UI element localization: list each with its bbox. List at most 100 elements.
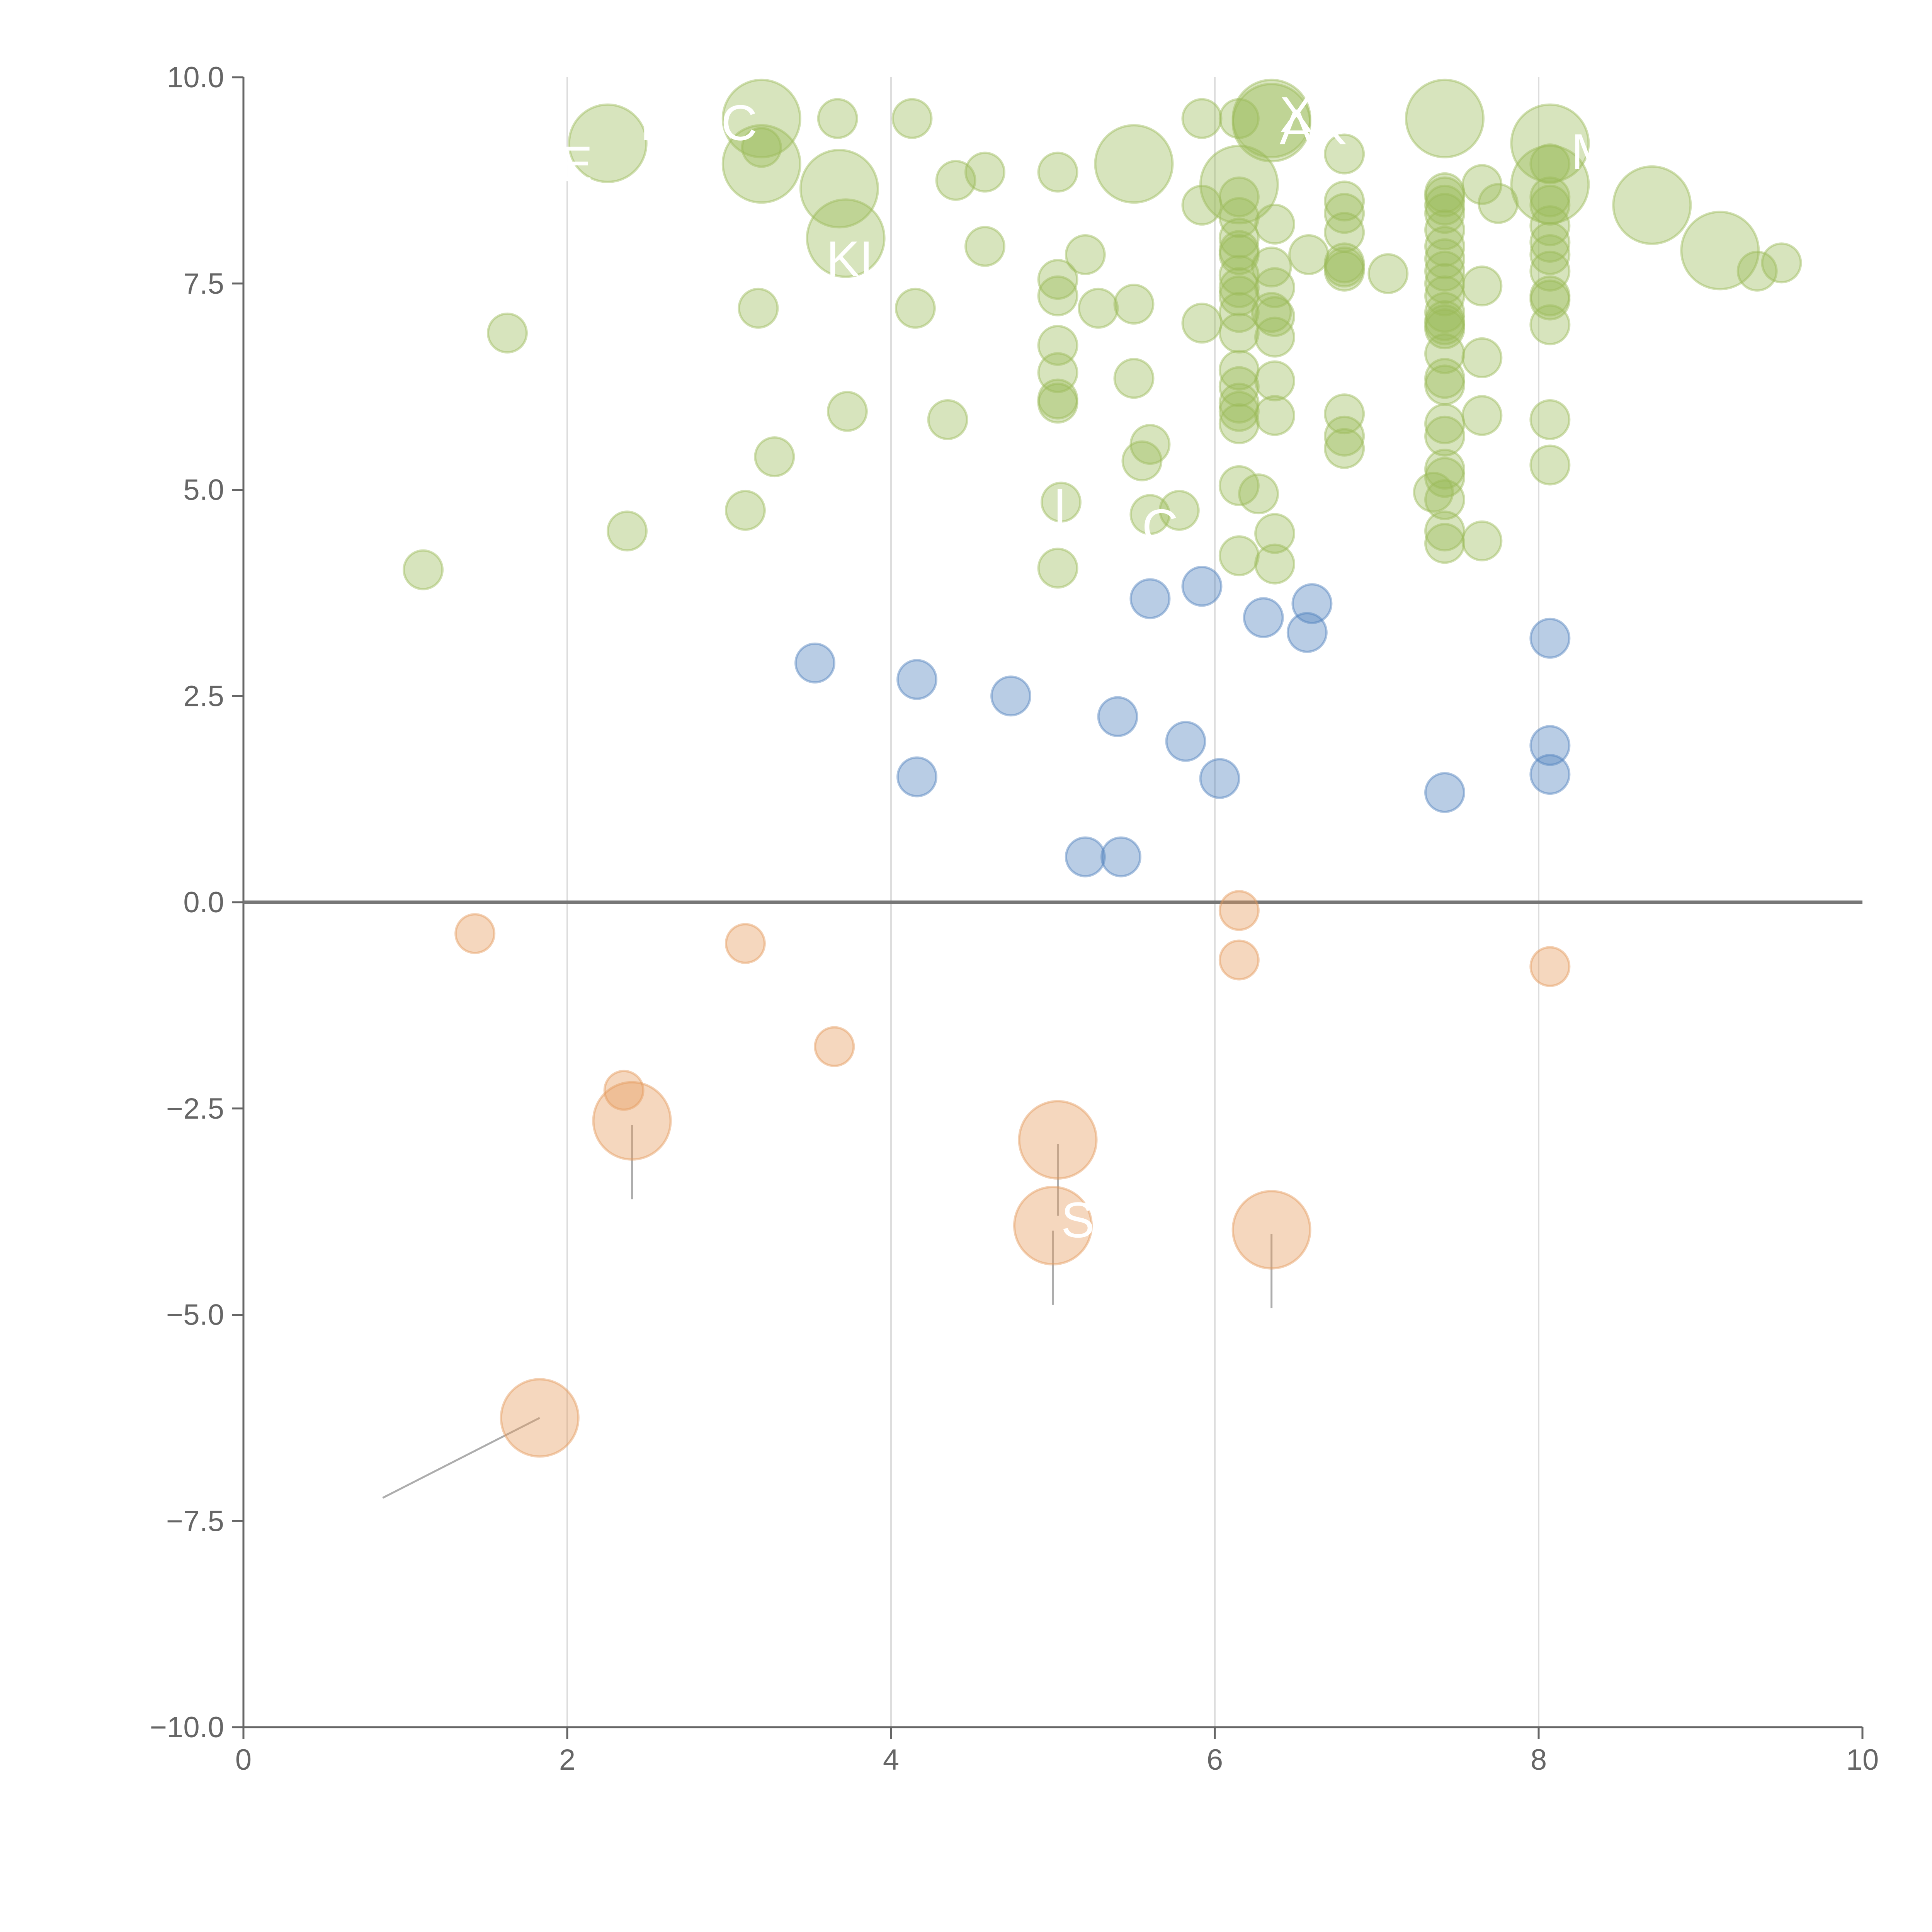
y-tick-label: −7.5 <box>166 1505 224 1537</box>
green-bubble <box>1324 242 1365 284</box>
green-bubble <box>1231 83 1311 163</box>
green-bubble <box>1324 193 1365 234</box>
bubble-label: C <box>1142 499 1178 555</box>
green-bubble <box>1424 449 1465 490</box>
green-bubble <box>1424 238 1465 279</box>
green-bubble <box>1461 164 1503 205</box>
green-bubble <box>1040 481 1082 523</box>
green-bubble <box>1461 337 1503 378</box>
blue-bubble <box>1129 578 1171 619</box>
green-bubble <box>1037 352 1078 393</box>
green-bubble <box>1218 312 1260 354</box>
green-bubble <box>1424 300 1465 341</box>
axes <box>242 77 1862 1728</box>
green-bubble <box>1761 242 1802 284</box>
green-bubble <box>1510 145 1590 224</box>
green-bubble <box>1529 234 1571 276</box>
green-bubble <box>1424 479 1465 520</box>
leader-line <box>1109 146 1134 165</box>
green-bubble <box>1037 325 1078 366</box>
green-bubble <box>1231 78 1311 158</box>
green-bubble <box>1254 395 1296 436</box>
x-tick-label: 10 <box>1846 1743 1879 1776</box>
green-bubble <box>754 436 795 478</box>
green-bubble <box>1612 165 1692 245</box>
green-bubble <box>1424 292 1465 333</box>
bubble-label: S <box>1061 1192 1095 1248</box>
blue-bubble <box>1165 721 1206 762</box>
green-bubble <box>1680 211 1760 291</box>
green-bubble <box>568 103 648 183</box>
leader-line <box>835 188 840 218</box>
green-bubble <box>1324 212 1365 253</box>
green-bubble <box>1181 303 1223 344</box>
green-bubble <box>1424 209 1465 250</box>
green-bubble <box>1324 247 1365 288</box>
y-tick-label: −10.0 <box>150 1711 224 1744</box>
green-bubble <box>1424 193 1465 234</box>
x-tick-label: 0 <box>235 1743 252 1776</box>
green-bubble <box>1461 265 1503 307</box>
green-bubble <box>1424 263 1465 304</box>
green-bubble <box>1037 383 1078 424</box>
green-bubble <box>1424 358 1465 399</box>
bubble-label: M <box>1571 123 1613 180</box>
green-bubble <box>827 391 868 432</box>
green-bubble <box>1424 184 1465 226</box>
blue-bubble <box>1097 696 1138 737</box>
green-bubble <box>1037 378 1078 420</box>
green-bubble <box>1129 424 1171 465</box>
green-bubble <box>1254 360 1296 401</box>
green-bubble <box>1129 494 1171 535</box>
green-bubble <box>1324 250 1365 292</box>
green-bubble <box>1218 292 1260 333</box>
green-bubble <box>1529 176 1571 218</box>
blue-bubble <box>1291 583 1333 624</box>
green-bubble <box>1218 197 1260 238</box>
x-tick-label: 8 <box>1531 1743 1547 1776</box>
green-bubble <box>1251 247 1292 288</box>
bubble-label: AK <box>1280 99 1347 155</box>
bubble-label: C <box>721 94 757 151</box>
green-bubble <box>1113 358 1155 399</box>
green-bubble <box>1254 267 1296 308</box>
orange-bubble <box>1013 1185 1093 1265</box>
blue-bubble <box>1181 566 1223 607</box>
blue-bubble <box>896 756 938 798</box>
blue-bubble <box>1286 612 1328 653</box>
green-bubble <box>721 78 801 158</box>
orange-bubble <box>603 1070 645 1111</box>
green-bubble <box>895 287 936 329</box>
green-bubble <box>799 149 879 229</box>
x-axis-ticks: 0 2 4 6 8 10 <box>235 1727 1879 1776</box>
green-bubble <box>1065 234 1106 276</box>
green-bubble <box>1037 548 1078 589</box>
leader-line <box>1230 184 1240 202</box>
green-bubble <box>1218 176 1260 218</box>
green-bubble <box>1424 176 1465 218</box>
orange-bubble <box>1018 1100 1098 1180</box>
green-bubble <box>1218 267 1260 308</box>
y-tick-label: 7.5 <box>183 267 224 300</box>
green-bubble <box>1424 510 1465 552</box>
green-bubble <box>806 198 886 278</box>
green-bubble <box>1461 520 1503 561</box>
blue-bubble <box>1529 754 1571 795</box>
blue-bubble <box>1529 617 1571 659</box>
green-bubble <box>1405 78 1485 158</box>
bubble-label: E <box>559 136 593 192</box>
green-bubble <box>1529 250 1571 292</box>
green-bubble <box>741 127 782 168</box>
green-bubble <box>1218 275 1260 316</box>
y-axis-ticks: −10.0 −7.5 −5.0 −2.5 0.0 2.5 5.0 7.5 10.0 <box>150 61 243 1744</box>
x-tick-label: 2 <box>559 1743 575 1776</box>
bubble-label: XL <box>1280 86 1341 143</box>
blue-bubble <box>990 675 1032 717</box>
orange-bubble <box>1218 939 1260 981</box>
leader-line <box>1648 192 1653 206</box>
blue-bubble <box>1100 836 1141 878</box>
green-bubble <box>1121 440 1163 481</box>
orange-bubble <box>1218 890 1260 931</box>
green-bubble <box>1078 287 1119 329</box>
